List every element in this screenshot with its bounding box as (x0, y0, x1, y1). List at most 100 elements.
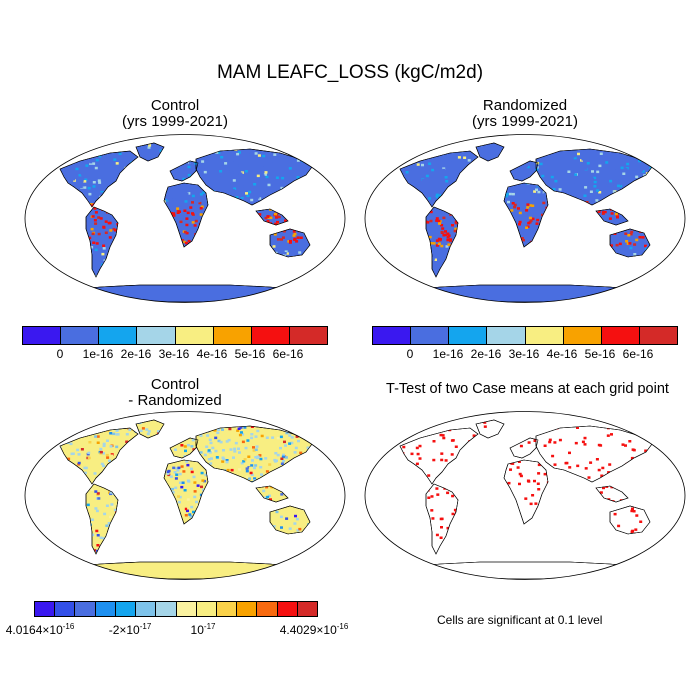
grid-cell (655, 219, 658, 222)
grid-cell (219, 421, 223, 425)
grid-cell (184, 241, 188, 245)
grid-cell (20, 274, 23, 277)
grid-cell (411, 210, 415, 214)
grid-cell (576, 426, 579, 429)
grid-cell (542, 191, 546, 194)
grid-cell (423, 225, 426, 228)
grid-cell (499, 143, 503, 146)
grid-cell (164, 513, 168, 517)
grid-cell (62, 238, 66, 242)
grid-cell (292, 218, 296, 221)
grid-cell (649, 506, 652, 510)
grid-cell (109, 492, 112, 496)
coastline (163, 459, 209, 525)
grid-cell (42, 201, 45, 204)
grid-cell (240, 541, 244, 544)
grid-cell (472, 212, 476, 216)
grid-cell (219, 147, 222, 151)
grid-cell (49, 551, 52, 554)
grid-cell (671, 218, 674, 221)
grid-cell (309, 486, 312, 489)
grid-cell (670, 274, 673, 277)
grid-cell (176, 512, 180, 516)
grid-cell (537, 549, 541, 553)
grid-cell (79, 483, 83, 486)
grid-cell (601, 233, 605, 236)
grid-cell (279, 435, 283, 439)
grid-cell (142, 485, 146, 488)
grid-cell (230, 155, 234, 158)
grid-cell (376, 230, 379, 233)
grid-cell (658, 432, 661, 435)
grid-cell (564, 250, 568, 253)
grid-cell (493, 532, 497, 535)
grid-cell (229, 181, 233, 185)
grid-cell (37, 465, 40, 468)
grid-cell (310, 172, 312, 176)
grid-cell (660, 209, 663, 212)
grid-cell (146, 497, 150, 500)
grid-cell (309, 161, 312, 164)
grid-cell (651, 439, 652, 443)
grid-cell (92, 185, 96, 188)
grid-cell (278, 538, 282, 542)
grid-cell (118, 510, 122, 513)
grid-cell (160, 415, 163, 418)
grid-cell (180, 190, 184, 194)
colorbar-swatch (216, 602, 238, 616)
grid-cell (301, 228, 305, 231)
grid-cell (602, 174, 606, 178)
grid-cell (213, 511, 217, 515)
land-region (475, 419, 505, 439)
grid-cell (404, 210, 408, 213)
grid-cell (285, 551, 289, 554)
grid-cell (61, 512, 65, 515)
grid-cell (200, 417, 203, 420)
grid-cell (381, 234, 384, 237)
grid-cell (321, 187, 324, 190)
grid-cell (584, 229, 588, 233)
grid-cell (453, 246, 457, 249)
grid-cell (127, 266, 131, 270)
grid-cell (321, 247, 324, 250)
grid-cell (187, 192, 191, 195)
grid-cell (42, 182, 45, 185)
grid-cell (325, 212, 328, 215)
grid-cell (330, 270, 333, 273)
grid-cell (483, 476, 487, 480)
grid-cell (335, 153, 338, 156)
grid-cell (186, 139, 189, 142)
grid-cell (516, 466, 520, 469)
grid-cell (60, 487, 64, 490)
grid-cell (634, 528, 638, 531)
grid-cell (167, 246, 170, 250)
grid-cell (156, 252, 160, 255)
grid-cell (623, 149, 627, 152)
grid-cell (62, 247, 66, 251)
grid-cell (247, 491, 251, 495)
grid-cell (571, 537, 575, 541)
grid-cell (272, 176, 276, 179)
grid-cell (641, 139, 644, 142)
grid-cell (265, 412, 268, 415)
grid-cell (186, 273, 190, 276)
grid-cell (140, 199, 144, 203)
grid-cell (294, 145, 298, 149)
grid-cell (458, 480, 462, 484)
grid-cell (481, 221, 485, 225)
grid-cell (215, 456, 219, 459)
grid-cell (157, 430, 160, 433)
grid-cell (219, 170, 223, 173)
grid-cell (293, 451, 297, 454)
grid-cell (498, 544, 502, 548)
grid-cell (614, 420, 618, 423)
grid-cell (232, 189, 236, 192)
grid-cell (30, 274, 33, 277)
grid-cell (396, 473, 399, 476)
grid-cell (207, 450, 211, 453)
grid-cell (477, 461, 481, 464)
grid-cell (596, 233, 600, 237)
grid-cell (435, 193, 439, 197)
grid-cell (416, 422, 420, 425)
grid-cell (106, 182, 110, 185)
